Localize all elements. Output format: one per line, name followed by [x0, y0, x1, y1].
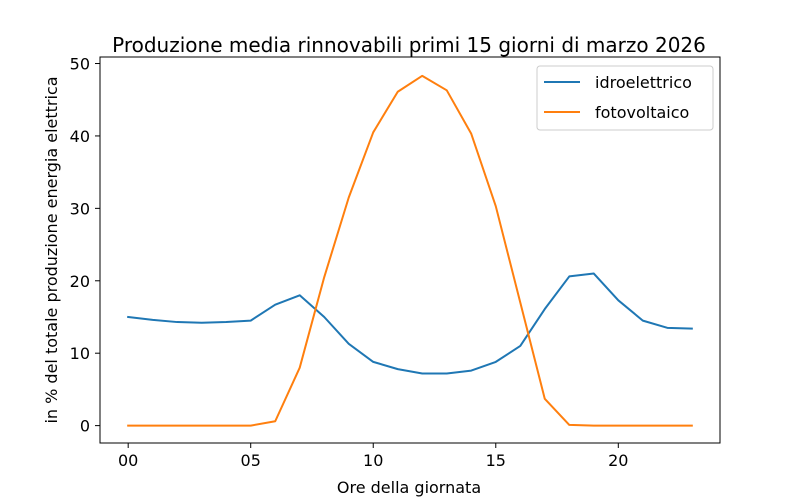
legend: idroelettrico fotovoltaico [536, 65, 714, 131]
series-line-idroelettrico [127, 272, 693, 375]
y-tick-label: 0 [80, 417, 90, 436]
x-axis: 00 05 10 15 20 [118, 443, 628, 470]
y-tick-label: 30 [70, 199, 90, 218]
y-axis-label: in % del totale produzione energia elett… [42, 76, 61, 423]
x-tick-label: 05 [241, 451, 261, 470]
series-line-fotovoltaico [127, 74, 693, 427]
y-tick-label: 40 [70, 127, 90, 146]
y-tick-label: 50 [70, 55, 90, 74]
legend-label-fotovoltaico: fotovoltaico [595, 103, 689, 122]
x-tick-label: 00 [118, 451, 138, 470]
x-tick-label: 10 [363, 451, 383, 470]
chart-title: Produzione media rinnovabili primi 15 gi… [112, 33, 706, 57]
y-tick-label: 20 [70, 272, 90, 291]
legend-label-idroelettrico: idroelettrico [595, 73, 692, 92]
series-layer [127, 74, 693, 427]
x-tick-label: 15 [486, 451, 506, 470]
x-tick-label: 20 [608, 451, 628, 470]
plot-frame [99, 56, 721, 444]
legend-box [536, 65, 714, 131]
plot-area [99, 56, 721, 444]
y-axis: 0 10 20 30 40 50 [70, 55, 100, 436]
x-axis-label: Ore della giornata [337, 478, 481, 497]
y-tick-label: 10 [70, 344, 90, 363]
